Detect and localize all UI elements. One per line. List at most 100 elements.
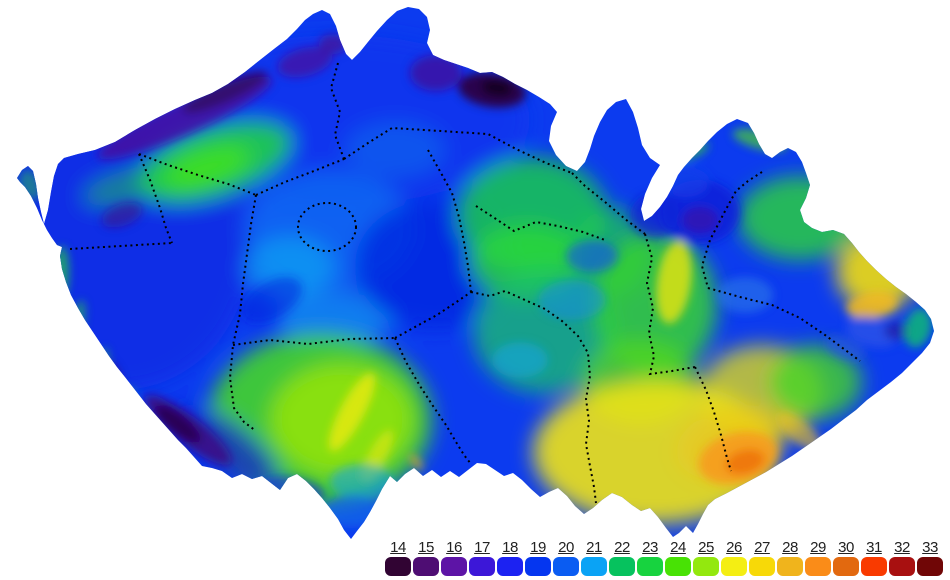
heat-region-west-border-green-fringe-1 — [55, 246, 69, 298]
legend-value-label: 14 — [390, 539, 406, 556]
heat-region-slavkovsky-les-purple — [101, 202, 143, 228]
legend-item-25: 25 — [692, 539, 720, 576]
region-boundary-line-0 — [69, 242, 173, 250]
legend-value-label: 19 — [530, 539, 546, 556]
heat-region-beskydy-blue-2 — [825, 335, 865, 361]
heat-region-east-border-teal-strip — [904, 308, 932, 348]
region-boundary-line-5 — [232, 337, 396, 346]
temperature-field — [17, 7, 934, 539]
legend-color-swatch — [721, 557, 747, 576]
region-boundary-line-16 — [700, 171, 763, 289]
heat-region-nizky-jesenik-blue — [717, 277, 773, 313]
legend-value-label: 17 — [474, 539, 490, 556]
legend-item-33: 33 — [916, 539, 944, 576]
legend-value-label: 30 — [838, 539, 854, 556]
region-boundary-line-17 — [707, 287, 861, 362]
heat-region-brdy-blue — [242, 277, 302, 323]
legend-value-label: 28 — [782, 539, 798, 556]
region-boundary-line-8 — [329, 62, 345, 160]
legend-color-swatch — [861, 557, 887, 576]
legend-value-label: 18 — [502, 539, 518, 556]
legend-color-swatch — [609, 557, 635, 576]
legend-color-swatch — [525, 557, 551, 576]
region-boundary-line-4 — [228, 194, 257, 432]
heat-region-west-border-green-fringe-4 — [109, 387, 135, 417]
legend-color-swatch — [805, 557, 831, 576]
region-boundary-prague-ring — [297, 202, 357, 252]
legend-color-swatch — [693, 557, 719, 576]
region-boundary-line-13 — [470, 289, 597, 504]
legend-color-swatch — [469, 557, 495, 576]
region-boundary-line-3 — [255, 158, 345, 196]
legend-color-swatch — [385, 557, 411, 576]
region-boundary-line-12 — [475, 205, 606, 241]
legend-item-15: 15 — [412, 539, 440, 576]
heat-region-beskydy-blue-1 — [846, 316, 898, 348]
legend-item-21: 21 — [580, 539, 608, 576]
legend-value-label: 32 — [894, 539, 910, 556]
heat-region-olomouc-valley-yellow — [656, 240, 692, 324]
legend-color-swatch — [581, 557, 607, 576]
heat-region-jizerske-hory-purple — [410, 55, 462, 91]
heat-region-budejovice-yellow-streak-1 — [328, 372, 376, 452]
heat-region-zlin-hills-green — [768, 345, 862, 419]
heat-region-east-amber-patch — [846, 291, 898, 319]
heat-region-white-carpathians-amber — [777, 412, 823, 452]
legend-item-31: 31 — [860, 539, 888, 576]
legend-value-label: 27 — [754, 539, 770, 556]
legend-item-16: 16 — [440, 539, 468, 576]
heat-region-krkonose-darkest — [481, 79, 513, 97]
heat-region-elbe-valley-blue — [345, 122, 445, 178]
legend-item-29: 29 — [804, 539, 832, 576]
legend-value-label: 22 — [614, 539, 630, 556]
legend-value-label: 16 — [446, 539, 462, 556]
legend-item-22: 22 — [608, 539, 636, 576]
legend-value-label: 21 — [586, 539, 602, 556]
legend-color-swatch — [637, 557, 663, 576]
legend-value-label: 29 — [810, 539, 826, 556]
legend-color-swatch — [749, 557, 775, 576]
legend-value-label: 15 — [418, 539, 434, 556]
legend-item-28: 28 — [776, 539, 804, 576]
legend-color-swatch — [441, 557, 467, 576]
legend-item-27: 27 — [748, 539, 776, 576]
heat-region-vysocina-blue-patch-1 — [538, 280, 606, 320]
legend-color-swatch — [665, 557, 691, 576]
legend-color-swatch — [553, 557, 579, 576]
legend-item-20: 20 — [552, 539, 580, 576]
region-boundary-line-1 — [138, 153, 173, 244]
heat-region-sumava-dark-core — [155, 405, 201, 443]
heat-region-jeseniky-purple-core — [682, 207, 718, 233]
heat-region-vltava-valley-cyan — [275, 292, 395, 344]
legend-value-label: 33 — [922, 539, 938, 556]
heat-region-south-border-orange-fringe-1 — [383, 493, 413, 507]
legend-item-23: 23 — [636, 539, 664, 576]
legend-item-19: 19 — [524, 539, 552, 576]
legend-value-label: 26 — [726, 539, 742, 556]
legend-color-swatch — [777, 557, 803, 576]
region-boundary-line-15 — [694, 366, 732, 472]
heat-region-trebon-blue — [330, 464, 394, 500]
legend-color-swatch — [833, 557, 859, 576]
heat-region-opava-green — [738, 176, 862, 260]
heat-region-luzicke-hory-purple — [277, 46, 333, 78]
region-boundary-line-14 — [644, 233, 696, 376]
legend-item-17: 17 — [468, 539, 496, 576]
region-boundary-line-9 — [343, 126, 573, 174]
legend-color-swatch — [497, 557, 523, 576]
legend-value-label: 24 — [670, 539, 686, 556]
legend-value-label: 25 — [698, 539, 714, 556]
heat-region-zdarske-vrchy-blue — [566, 240, 618, 272]
heat-region-sluknov-purple — [319, 34, 347, 54]
legend-item-30: 30 — [832, 539, 860, 576]
heat-region-west-border-green-fringe-3 — [87, 348, 109, 386]
heat-region-south-tip-blue — [324, 496, 380, 528]
region-boundary-line-11 — [571, 172, 646, 235]
heat-region-hook-green-fringe — [19, 169, 41, 201]
legend-color-swatch — [413, 557, 439, 576]
legend-item-24: 24 — [664, 539, 692, 576]
heat-region-nw-lowland-green-core — [158, 144, 252, 192]
region-boundaries — [69, 62, 861, 504]
